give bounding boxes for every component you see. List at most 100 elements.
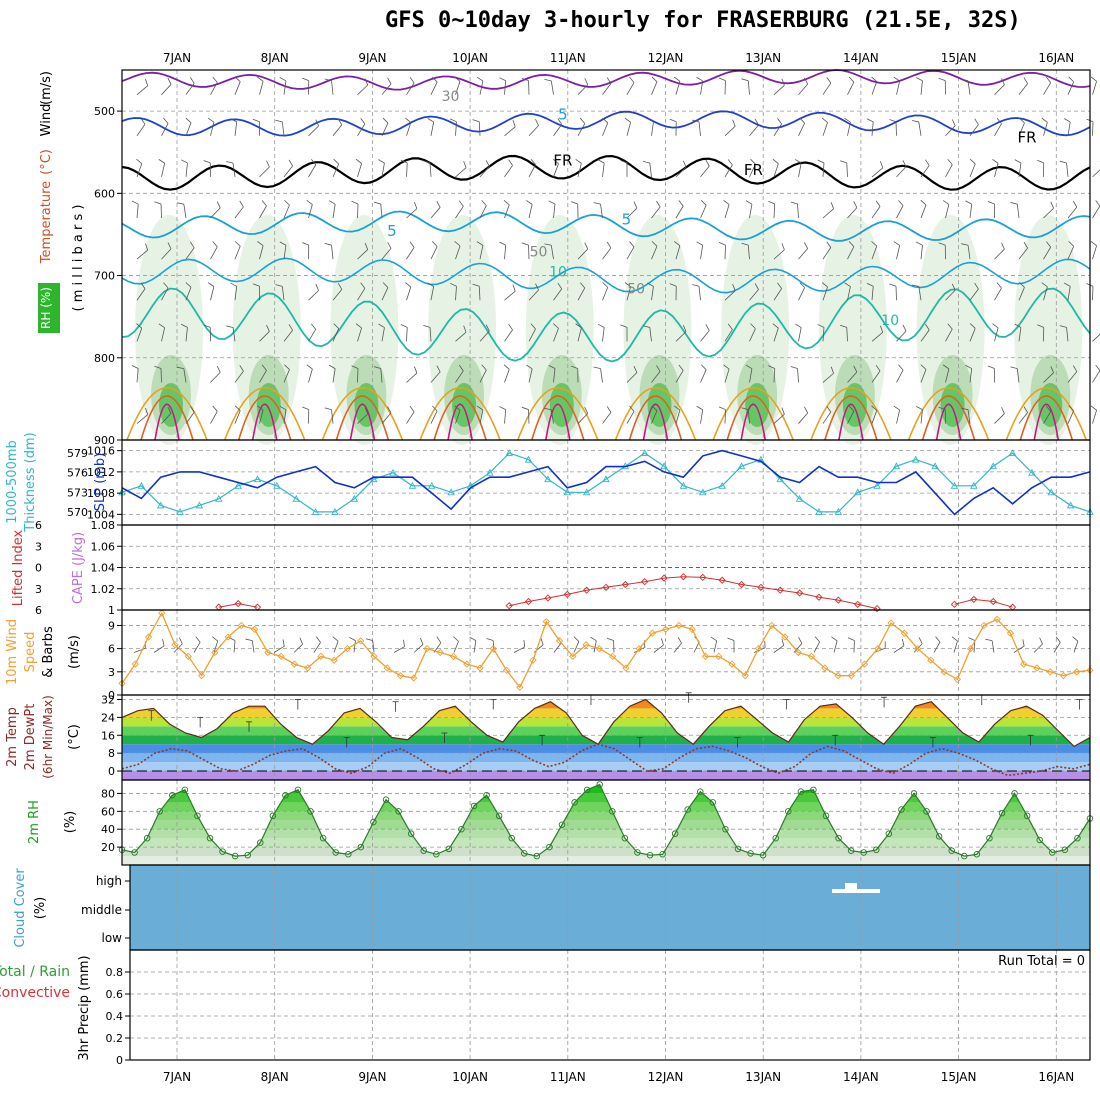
text-layer: 7JAN 7JAN 8JAN 8JAN 9JAN 9JAN 10JAN 10JAN 11JAN 1… <box>0 51 1085 1084</box>
y-tick-label: 40 <box>101 823 115 836</box>
upper-wind-barb <box>185 247 195 260</box>
upper-wind-barb <box>306 200 313 205</box>
upper-wind-barb <box>911 284 919 287</box>
upper-wind-barb <box>544 407 552 411</box>
rh-marker <box>181 786 189 794</box>
top-day-label: 14JAN <box>843 51 879 65</box>
upper-wind-barb <box>430 410 438 424</box>
upper-wind-barb <box>1023 77 1028 84</box>
wind-speed-marker <box>927 656 935 664</box>
upper-wind-barb <box>423 324 431 328</box>
upper-wind-barb <box>405 282 412 288</box>
upper-wind-barb <box>259 409 264 424</box>
rh-marker <box>583 786 591 794</box>
upper-wind-barb <box>479 369 487 383</box>
wind-speed-marker <box>595 644 604 653</box>
y-tick-label: 900 <box>94 434 115 447</box>
isotherm-line <box>121 154 1091 191</box>
upper-wind-barb <box>951 283 956 291</box>
lifted-index-marker <box>737 580 746 589</box>
upper-wind-barb <box>455 206 464 219</box>
thickness-marker <box>311 507 320 515</box>
upper-wind-barb <box>1067 286 1071 301</box>
upper-wind-barb <box>675 370 684 383</box>
upper-wind-barb <box>185 327 188 342</box>
wind-speed-marker <box>913 644 922 653</box>
upper-wind-barb <box>283 245 287 260</box>
upper-wind-barb <box>741 242 749 246</box>
surface-wind-barb <box>513 646 525 653</box>
upper-wind-barb <box>830 202 834 209</box>
upper-wind-barb <box>871 370 881 383</box>
upper-wind-barb <box>1092 169 1100 178</box>
isotherm-line <box>121 210 1091 242</box>
upper-wind-barb <box>844 282 851 287</box>
wind-speed-marker <box>569 652 577 661</box>
warm-isotherm <box>419 387 501 441</box>
wind-speed-marker <box>967 644 975 653</box>
upper-wind-barb <box>804 242 809 249</box>
temp-unit-label: (°C) <box>67 724 82 750</box>
upper-wind-barb <box>161 123 169 136</box>
upper-wind-barb <box>732 119 736 127</box>
upper-wind-barb <box>203 160 211 164</box>
lifted-index-marker <box>641 578 649 586</box>
thickness-marker <box>582 488 591 496</box>
warm-isotherm <box>251 403 278 441</box>
thickness-marker <box>350 494 359 502</box>
rh-band <box>122 784 1090 794</box>
upper-wind-barb <box>131 200 139 205</box>
upper-wind-barb <box>1019 282 1025 288</box>
bottom-day-label: 15JAN <box>941 1070 977 1084</box>
upper-wind-barb <box>190 406 195 413</box>
upper-wind-barb <box>400 159 408 164</box>
rh-marker <box>1036 836 1043 844</box>
thickness-marker <box>176 507 184 515</box>
wind-speed-marker <box>834 672 842 680</box>
surface-wind-barb <box>212 636 218 642</box>
upper-wind-barb <box>798 83 808 95</box>
thickness-marker <box>602 475 610 483</box>
upper-wind-barb <box>406 208 418 219</box>
precip-total-axis-label: Total / Rain <box>0 964 70 980</box>
upper-wind-barb <box>553 124 563 137</box>
upper-wind-barb <box>642 160 650 164</box>
upper-wind-barb <box>145 407 149 415</box>
upper-wind-barb <box>773 249 785 260</box>
upper-wind-barb <box>1046 405 1052 412</box>
rh-marker <box>294 786 302 794</box>
rh-marker <box>835 834 842 842</box>
upper-wind-barb <box>259 245 264 260</box>
upper-wind-barb <box>512 120 516 127</box>
upper-wind-barb <box>727 159 733 166</box>
upper-wind-barb <box>449 282 457 287</box>
upper-wind-barb <box>626 246 635 260</box>
y-tick-label: 0.2 <box>106 1032 124 1045</box>
upper-wind-barb <box>190 241 195 249</box>
upper-wind-barb <box>651 76 658 83</box>
upper-wind-barb <box>682 160 687 168</box>
upper-wind-barb <box>324 243 332 246</box>
upper-wind-barb <box>967 245 971 260</box>
upper-wind-barb <box>413 201 418 209</box>
wind-speed-marker <box>476 664 484 672</box>
rh-marker <box>345 851 352 858</box>
rh-marker <box>219 848 226 855</box>
upper-wind-barb <box>308 125 319 137</box>
bottom-day-label: 9JAN <box>358 1070 386 1084</box>
upper-wind-barb <box>847 286 851 301</box>
dewpoint-axis-label: 2m DewPt <box>23 704 38 771</box>
upper-wind-barb <box>597 159 605 164</box>
upper-wind-barb <box>479 205 487 219</box>
upper-wind-barb <box>602 83 612 95</box>
upper-wind-barb <box>674 405 681 411</box>
wind-speed-marker <box>144 633 153 641</box>
upper-wind-barb <box>167 242 172 250</box>
upper-wind-barb <box>181 323 188 328</box>
thickness-marker <box>795 494 804 502</box>
upper-wind-barb <box>749 124 759 137</box>
y-tick-label: 1.02 <box>91 583 116 596</box>
lifted-index-tick-label: 3 <box>35 583 42 596</box>
warm-isotherm <box>921 395 976 441</box>
rh-band <box>122 838 1090 848</box>
